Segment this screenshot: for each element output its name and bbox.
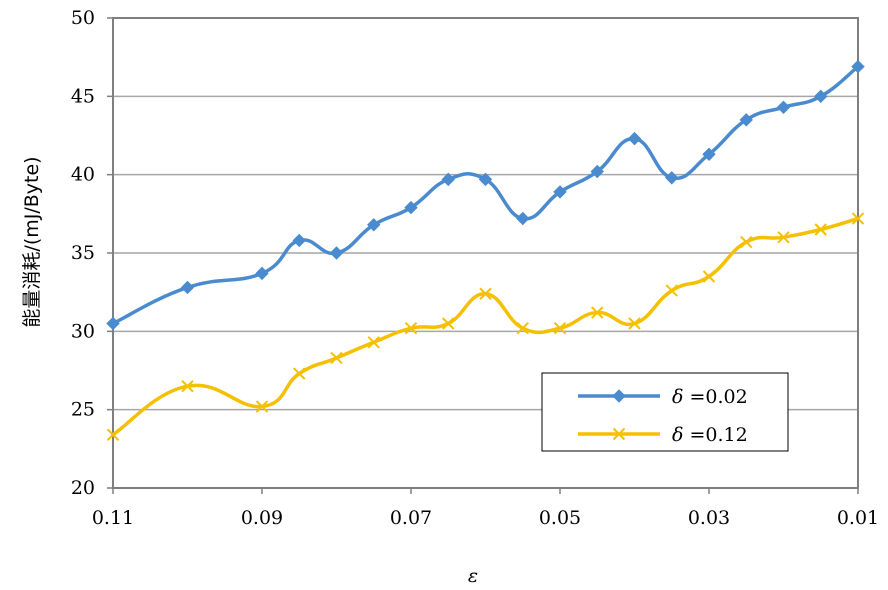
data-point	[516, 321, 529, 335]
series-delta-0.12	[106, 212, 865, 441]
gridlines	[113, 95, 858, 411]
data-point	[777, 231, 790, 244]
data-point	[478, 172, 493, 187]
data-point	[665, 171, 679, 185]
data-point	[292, 233, 306, 248]
legend: δ =0.02δ =0.12	[541, 372, 789, 452]
data-point	[851, 212, 865, 225]
data-point	[330, 351, 343, 365]
legend-swatch-marker	[612, 389, 626, 403]
data-point	[404, 200, 418, 215]
data-point	[442, 317, 455, 330]
data-point	[627, 131, 642, 146]
data-point	[479, 287, 492, 300]
y-axis-title: 能量消耗/(mJ/Byte)	[21, 156, 43, 327]
y-tick-label: 45	[71, 85, 95, 107]
y-tick-label: 40	[71, 164, 95, 186]
x-tick-label: 0.05	[539, 507, 581, 529]
data-point	[106, 428, 120, 441]
legend-label: δ =0.02	[672, 386, 748, 408]
x-axis-title: ε	[468, 565, 478, 587]
data-point	[814, 89, 828, 104]
data-point	[740, 235, 753, 249]
data-point	[665, 284, 678, 297]
data-point	[553, 185, 567, 199]
legend-symbol: δ	[672, 386, 683, 408]
data-point	[181, 379, 194, 393]
y-axis-ticks: 20 25 30 35 40 45 50	[71, 7, 113, 499]
legend-item: δ =0.02	[578, 386, 748, 408]
x-tick-label: 0.07	[390, 507, 432, 529]
data-point	[702, 147, 716, 162]
series-delta-0.02	[106, 59, 865, 331]
y-tick-label: 35	[71, 242, 95, 264]
x-axis-ticks: 0.11 0.09 0.07 0.05 0.03 0.01	[92, 488, 879, 529]
legend-value: =0.02	[683, 386, 747, 408]
data-point	[255, 266, 269, 281]
data-point	[814, 223, 827, 236]
legend-value: =0.12	[683, 424, 747, 446]
legend-item: δ =0.12	[578, 424, 748, 446]
data-point	[516, 211, 530, 226]
legend-label: δ =0.12	[672, 424, 748, 446]
data-point	[404, 321, 418, 335]
x-tick-label: 0.01	[837, 507, 879, 529]
data-point	[628, 317, 641, 330]
x-tick-label: 0.03	[688, 507, 730, 529]
y-tick-label: 30	[71, 320, 95, 342]
y-tick-label: 25	[71, 399, 95, 421]
data-point	[776, 100, 791, 115]
legend-frame	[541, 372, 789, 452]
data-point	[590, 164, 604, 179]
data-point	[293, 367, 306, 380]
data-point	[367, 218, 381, 232]
x-tick-label: 0.09	[241, 507, 283, 529]
legend-swatch-marker	[612, 427, 626, 441]
data-point	[739, 113, 753, 127]
data-point	[591, 306, 604, 319]
data-point	[851, 59, 865, 74]
data-point	[553, 321, 567, 335]
data-point	[329, 246, 344, 260]
data-point	[106, 316, 120, 331]
data-point	[180, 280, 195, 295]
y-tick-label: 50	[71, 7, 95, 29]
data-point	[367, 336, 380, 349]
series-layer	[106, 59, 865, 441]
series-line	[111, 64, 860, 326]
x-tick-label: 0.11	[92, 507, 134, 529]
legend-symbol: δ	[672, 424, 683, 446]
data-point	[255, 400, 269, 413]
data-point	[441, 172, 455, 187]
y-tick-label: 20	[71, 477, 95, 499]
data-point	[702, 270, 716, 283]
